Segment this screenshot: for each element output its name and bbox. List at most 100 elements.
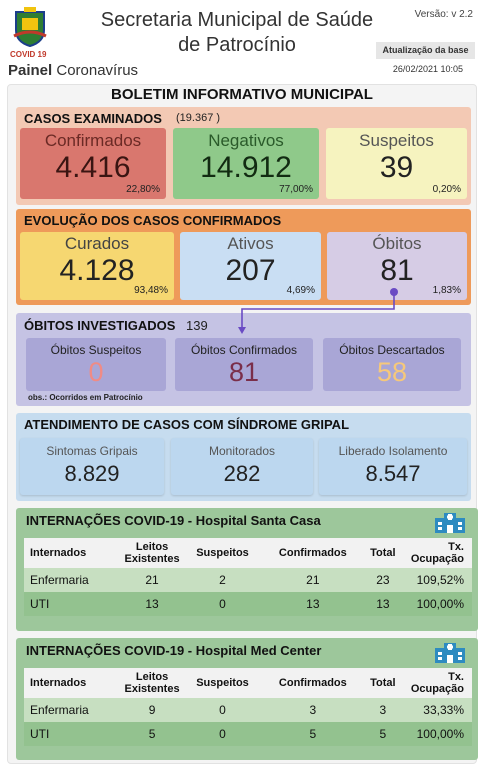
hospital-title: INTERNAÇÕES COVID-19 - Hospital Med Cent… [26, 643, 322, 658]
covid-tag: COVID 19 [10, 50, 47, 59]
card-curados: Curados 4.128 93,48% [20, 232, 174, 300]
card-label: Confirmados [44, 131, 142, 150]
col-header: Suspeitos [183, 668, 262, 698]
table-cell: 5 [121, 722, 184, 746]
card-label: Monitorados [208, 444, 276, 458]
card-value: 4.128 [59, 254, 135, 287]
card-confirmados: Confirmados 4.416 22,80% [20, 128, 166, 199]
hospital-table: Internados Leitos Existentes Suspeitos C… [24, 538, 472, 616]
col-header: Confirmados [261, 538, 364, 568]
table-cell: 0 [183, 722, 262, 746]
card-value: 0 [88, 357, 104, 387]
table-row: UTI 13 0 13 13 100,00% [24, 592, 472, 616]
table-cell: 0 [183, 592, 262, 616]
card-value: 4.416 [55, 151, 131, 184]
hospital-santa-casa-section: INTERNAÇÕES COVID-19 - Hospital Santa Ca… [16, 508, 478, 631]
table-header-row: Internados Leitos Existentes Suspeitos C… [24, 538, 472, 568]
table-cell: 9 [121, 698, 184, 722]
card-label: Ativos [227, 234, 274, 253]
update-date: 26/02/2021 10:05 [392, 64, 463, 74]
table-row: Enfermaria 21 2 21 23 109,52% [24, 568, 472, 592]
card-label: Negativos [208, 131, 284, 150]
card-ativos: Ativos 207 4,69% [180, 232, 321, 300]
table-cell: 13 [363, 592, 402, 616]
table-cell: 109,52% [402, 568, 472, 592]
table-cell: Enfermaria [24, 568, 122, 592]
card-value: 14.912 [200, 151, 292, 184]
table-cell: 2 [183, 568, 262, 592]
obitos-investigados-section: ÓBITOS INVESTIGADOS 139 Óbitos Suspeitos… [16, 313, 471, 406]
casos-examinados-section: CASOS EXAMINADOS (19.367 ) Confirmados 4… [16, 107, 471, 205]
card-percent: 93,48% [134, 285, 168, 296]
hospital-table: Internados Leitos Existentes Suspeitos C… [24, 668, 472, 746]
card-obitos-descartados: Óbitos Descartados 58 [323, 338, 461, 391]
sindrome-title: ATENDIMENTO DE CASOS COM SÍNDROME GRIPAL [24, 417, 350, 432]
card-percent: 0,20% [432, 184, 461, 195]
card-liberado-isolamento: Liberado Isolamento 8.547 [319, 438, 467, 495]
card-monitorados: Monitorados 282 [171, 438, 313, 495]
card-value: 81 [380, 254, 414, 287]
table-row: Enfermaria 9 0 3 3 33,33% [24, 698, 472, 722]
table-cell: 21 [121, 568, 184, 592]
card-label: Óbitos [372, 234, 422, 253]
card-obitos-confirmados: Óbitos Confirmados 81 [175, 338, 313, 391]
obitos-investigados-title: ÓBITOS INVESTIGADOS [24, 318, 176, 333]
card-sintomas-gripais: Sintomas Gripais 8.829 [20, 438, 164, 495]
obitos-investigados-total: 139 [186, 318, 208, 333]
table-cell: 100,00% [402, 592, 472, 616]
card-label: Curados [64, 234, 130, 253]
card-label: Óbitos Descartados [339, 343, 445, 357]
card-percent: 22,80% [126, 184, 160, 195]
evolucao-title: EVOLUÇÃO DOS CASOS CONFIRMADOS [24, 213, 282, 228]
col-header: Suspeitos [183, 538, 262, 568]
card-value: 8.547 [365, 461, 421, 486]
table-cell: 13 [121, 592, 184, 616]
card-obitos-suspeitos: Óbitos Suspeitos 0 [26, 338, 166, 391]
update-base-button[interactable]: Atualização da base [376, 42, 475, 59]
col-header: Total [363, 538, 402, 568]
table-cell: 5 [261, 722, 364, 746]
evolucao-section: EVOLUÇÃO DOS CASOS CONFIRMADOS Curados 4… [16, 209, 471, 305]
card-percent: 77,00% [279, 184, 313, 195]
table-row: UTI 5 0 5 5 100,00% [24, 722, 472, 746]
table-cell: 13 [261, 592, 364, 616]
card-value: 81 [228, 357, 260, 387]
card-value: 207 [225, 254, 276, 287]
col-header: Leitos Existentes [121, 538, 184, 568]
card-obitos: Óbitos 81 1,83% [327, 232, 467, 300]
obitos-note: obs.: Ocorridos em Patrocínio [28, 393, 143, 402]
header: COVID 19 Painel Coronavírus Secretaria M… [0, 0, 487, 84]
table-cell: 100,00% [402, 722, 472, 746]
card-label: Óbitos Suspeitos [50, 343, 142, 357]
table-cell: 21 [261, 568, 364, 592]
table-cell: 3 [363, 698, 402, 722]
version-label: Versão: v 2.2 [414, 9, 473, 20]
table-cell: 3 [261, 698, 364, 722]
casos-examinados-title: CASOS EXAMINADOS [24, 111, 162, 126]
painel-title: Painel Coronavírus [8, 62, 139, 79]
col-header: Internados [24, 538, 122, 568]
table-cell: 5 [363, 722, 402, 746]
col-header: Confirmados [261, 668, 364, 698]
card-label: Suspeitos [359, 131, 434, 150]
col-header: Internados [24, 668, 122, 698]
table-header-row: Internados Leitos Existentes Suspeitos C… [24, 668, 472, 698]
table-cell: UTI [24, 722, 122, 746]
card-value: 282 [223, 461, 261, 486]
col-header: Tx. Ocupação [402, 538, 472, 568]
card-label: Óbitos Confirmados [190, 343, 298, 357]
card-negativos: Negativos 14.912 77,00% [173, 128, 319, 199]
bulletin-board: BOLETIM INFORMATIVO MUNICIPAL CASOS EXAM… [7, 84, 478, 764]
card-label: Sintomas Gripais [46, 444, 138, 458]
casos-examinados-total: (19.367 ) [176, 112, 221, 124]
hospital-title: INTERNAÇÕES COVID-19 - Hospital Santa Ca… [26, 513, 321, 528]
card-suspeitos: Suspeitos 39 0,20% [326, 128, 467, 199]
card-value: 58 [376, 357, 408, 387]
col-header: Tx. Ocupação [402, 668, 472, 698]
card-percent: 1,83% [432, 285, 461, 296]
hospital-icon [435, 643, 465, 663]
card-label: Liberado Isolamento [338, 444, 448, 458]
col-header: Leitos Existentes [121, 668, 184, 698]
card-percent: 4,69% [286, 285, 315, 296]
col-header: Total [363, 668, 402, 698]
